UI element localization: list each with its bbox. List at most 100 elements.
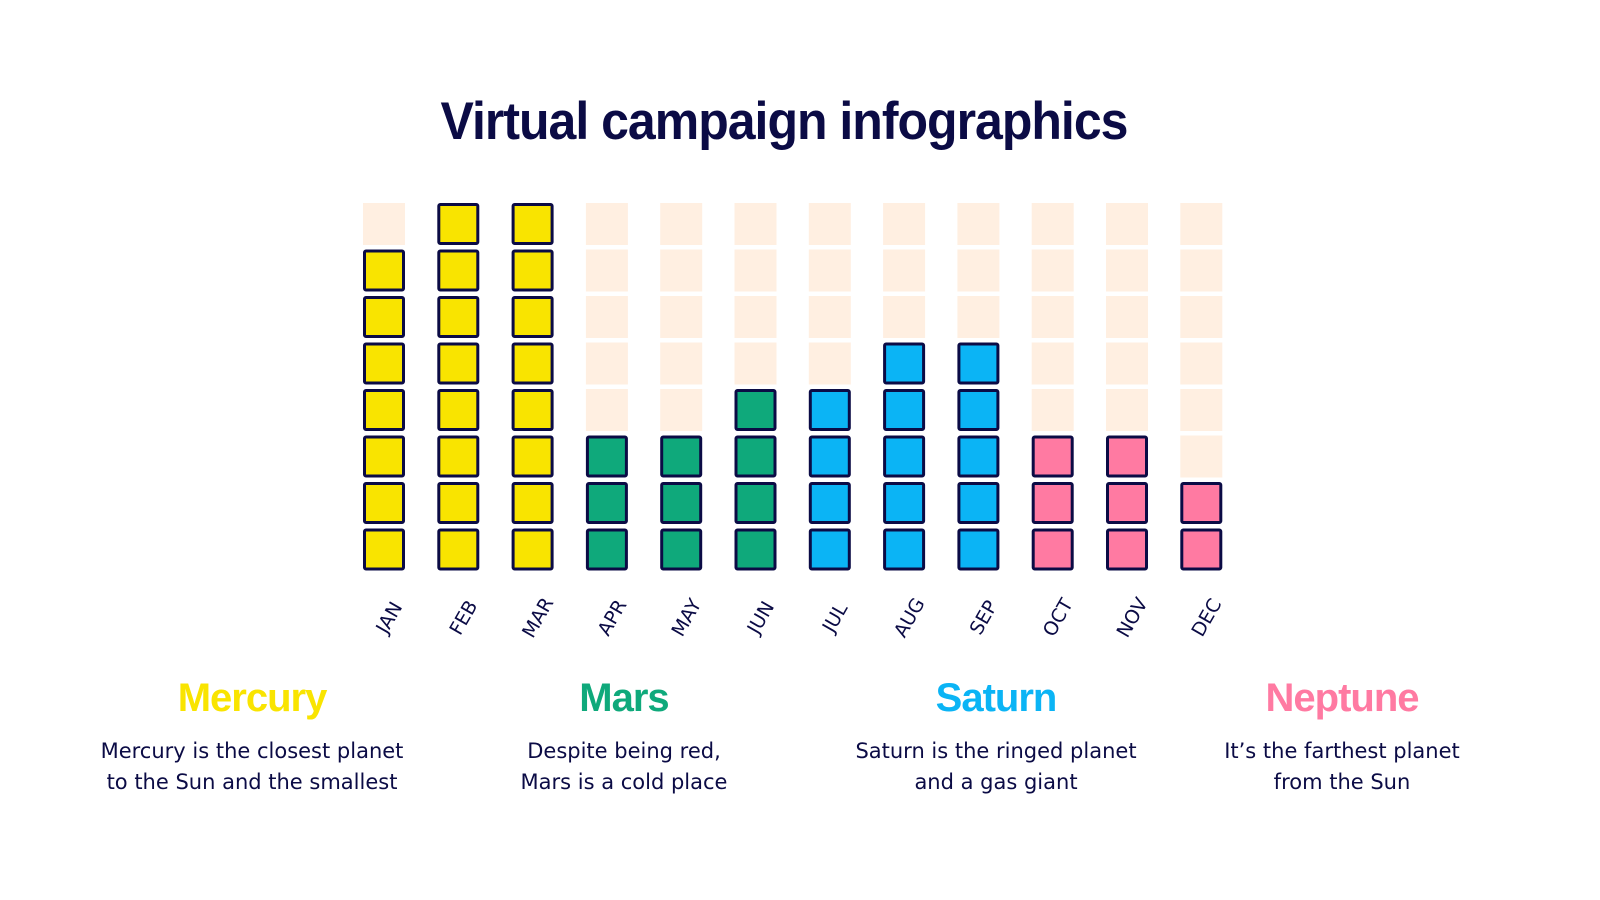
- unit-cell-empty-sep: [957, 203, 1000, 245]
- unit-cell-empty-sep: [957, 249, 1000, 292]
- unit-cell-filled-apr: [585, 435, 628, 478]
- x-tick-label: APR: [594, 596, 632, 640]
- unit-cell-filled-jul: [808, 528, 851, 571]
- unit-cell-filled-sep: [957, 342, 1000, 385]
- desc-line: Mars is a cold place: [520, 770, 728, 794]
- legend-mars: Mars Despite being red, Mars is a cold pl…: [444, 670, 804, 798]
- unit-cell-empty-oct: [1031, 249, 1074, 292]
- unit-cell-filled-feb: [437, 482, 480, 524]
- unit-cell-empty-jun: [734, 203, 777, 245]
- unit-cell-filled-mar: [511, 389, 554, 431]
- x-tick-label: AUG: [890, 594, 930, 641]
- unit-cell-empty-apr: [585, 389, 628, 431]
- unit-cell-filled-aug: [883, 389, 926, 431]
- unit-cell-empty-jun: [734, 342, 777, 385]
- unit-cell-filled-nov: [1106, 482, 1148, 524]
- x-tick-label: MAY: [667, 595, 706, 641]
- unit-cell-filled-feb: [437, 342, 480, 385]
- x-tick-label: JUN: [743, 598, 779, 639]
- unit-cell-empty-may: [660, 249, 703, 292]
- unit-cell-empty-apr: [585, 296, 628, 338]
- unit-cell-filled-feb: [437, 389, 480, 431]
- unit-cell-empty-aug: [883, 249, 926, 292]
- unit-cell-filled-mar: [511, 249, 554, 292]
- unit-cell-filled-apr: [585, 528, 628, 571]
- x-tick-label: JUL: [818, 599, 853, 637]
- unit-cell-empty-nov: [1106, 389, 1148, 431]
- unit-cell-filled-oct: [1031, 435, 1074, 478]
- unit-cell-empty-nov: [1106, 342, 1148, 385]
- unit-cell-empty-jul: [808, 203, 851, 245]
- unit-cell-filled-mar: [511, 528, 554, 571]
- unit-cell-empty-dec: [1180, 389, 1223, 431]
- desc-line: Saturn is the ringed planet: [855, 739, 1137, 763]
- unit-cell-filled-dec: [1180, 528, 1223, 571]
- x-tick-label: MAR: [518, 594, 558, 642]
- unit-cell-empty-dec: [1180, 203, 1223, 245]
- unit-cell-filled-mar: [511, 342, 554, 385]
- legend-description: It’s the farthest planet from the Sun: [1162, 736, 1522, 798]
- unit-cell-empty-dec: [1180, 342, 1223, 385]
- unit-cell-empty-may: [660, 389, 703, 431]
- legend-description: Despite being red, Mars is a cold place: [444, 736, 804, 798]
- unit-cell-filled-jul: [808, 482, 851, 524]
- unit-cell-filled-jan: [363, 435, 405, 478]
- desc-line: and a gas giant: [914, 770, 1078, 794]
- unit-cell-filled-nov: [1106, 435, 1148, 478]
- unit-cell-empty-jul: [808, 342, 851, 385]
- unit-cell-filled-jan: [363, 482, 405, 524]
- unit-cell-filled-dec: [1180, 482, 1223, 524]
- unit-cell-empty-aug: [883, 296, 926, 338]
- unit-bar-chart: JAN FEB MAR APR MAY JUN JUL AUG SEP OCT NOV DEC: [363, 203, 1226, 642]
- unit-cell-filled-oct: [1031, 528, 1074, 571]
- unit-cell-filled-mar: [511, 435, 554, 478]
- unit-cell-filled-mar: [511, 482, 554, 524]
- unit-cell-filled-nov: [1106, 528, 1148, 571]
- unit-cell-filled-may: [660, 435, 703, 478]
- page-title: Virtual campaign infographics: [440, 91, 1129, 151]
- unit-cell-empty-oct: [1031, 203, 1074, 245]
- x-tick-label: FEB: [445, 597, 482, 639]
- unit-cell-filled-aug: [883, 435, 926, 478]
- unit-cell-empty-apr: [585, 342, 628, 385]
- unit-cell-filled-feb: [437, 528, 480, 571]
- unit-cell-filled-oct: [1031, 482, 1074, 524]
- unit-cell-filled-sep: [957, 389, 1000, 431]
- unit-cell-filled-jan: [363, 296, 405, 338]
- unit-cell-empty-dec: [1180, 296, 1223, 338]
- x-tick-label: JAN: [371, 598, 407, 638]
- unit-cell-filled-sep: [957, 435, 1000, 478]
- unit-cell-filled-may: [660, 482, 703, 524]
- desc-line: to the Sun and the smallest: [106, 770, 398, 794]
- legend-title: Neptune: [1265, 676, 1420, 720]
- unit-cell-filled-aug: [883, 528, 926, 571]
- unit-cell-filled-jun: [734, 389, 777, 431]
- unit-cell-filled-aug: [883, 482, 926, 524]
- x-tick-label: OCT: [1039, 595, 1078, 641]
- unit-cell-empty-nov: [1106, 249, 1148, 292]
- unit-cell-filled-jun: [734, 482, 777, 524]
- unit-cell-filled-mar: [511, 296, 554, 338]
- unit-cell-filled-jan: [363, 389, 405, 431]
- unit-cell-filled-sep: [957, 528, 1000, 571]
- unit-cell-empty-nov: [1106, 296, 1148, 338]
- unit-cell-empty-aug: [883, 203, 926, 245]
- desc-line: It’s the farthest planet: [1224, 739, 1460, 763]
- unit-cell-empty-sep: [957, 296, 1000, 338]
- unit-cell-filled-jan: [363, 249, 405, 292]
- unit-cell-empty-jan: [363, 203, 405, 245]
- unit-cell-filled-jun: [734, 528, 777, 571]
- unit-cell-empty-dec: [1180, 435, 1223, 478]
- legend-description: Mercury is the closest planet to the Sun …: [72, 736, 432, 798]
- unit-cell-empty-may: [660, 203, 703, 245]
- unit-cell-filled-sep: [957, 482, 1000, 524]
- desc-line: from the Sun: [1273, 770, 1411, 794]
- unit-cell-filled-feb: [437, 296, 480, 338]
- unit-cell-empty-dec: [1180, 249, 1223, 292]
- unit-cell-empty-jun: [734, 249, 777, 292]
- unit-cell-empty-apr: [585, 249, 628, 292]
- unit-cell-filled-aug: [883, 342, 926, 385]
- unit-cell-empty-oct: [1031, 342, 1074, 385]
- unit-cell-filled-jul: [808, 435, 851, 478]
- desc-line: Mercury is the closest planet: [100, 739, 404, 763]
